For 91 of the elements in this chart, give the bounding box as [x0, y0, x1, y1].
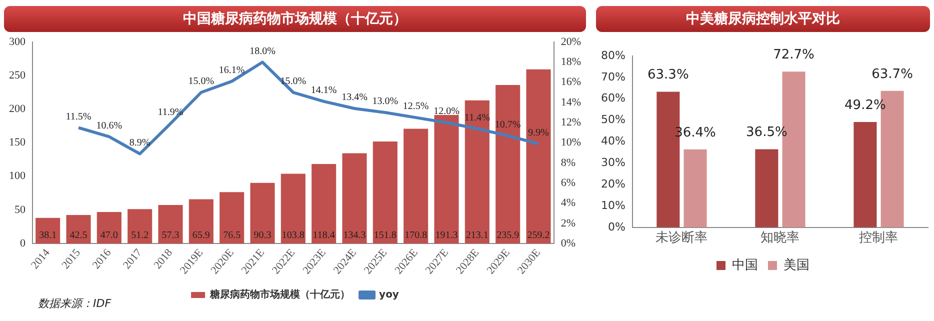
y-tick-label: 50% — [600, 113, 626, 126]
bar — [312, 164, 336, 244]
y-tick-label: 250 — [9, 69, 26, 82]
data-label: 13.4% — [342, 92, 368, 104]
data-label: 51.2 — [131, 230, 149, 242]
chart-title: 中美糖尿病控制水平对比 — [596, 6, 930, 32]
bar — [36, 218, 60, 244]
data-label: 49.2% — [844, 98, 886, 113]
data-label: 47.0 — [100, 230, 118, 242]
bar — [434, 115, 459, 244]
data-label: 42.5 — [70, 230, 88, 242]
y2-tick-label: 18% — [560, 56, 582, 68]
data-label: 10.6% — [96, 120, 122, 132]
y2-tick-label: 8% — [560, 156, 576, 169]
data-label: 13.0% — [372, 96, 398, 108]
x-tick-label: 控制率 — [859, 230, 898, 246]
bar — [372, 142, 398, 244]
bar — [250, 182, 275, 244]
bar — [464, 100, 490, 244]
y-tick-label: 30% — [600, 156, 626, 169]
legend-label: 中国 — [732, 258, 758, 273]
y2-tick-label: 4% — [560, 197, 576, 210]
y-tick-label: 100 — [9, 170, 26, 182]
y-tick-label: 0 — [20, 237, 26, 250]
data-label: 18.0% — [250, 46, 276, 57]
data-label: 76.5 — [223, 230, 241, 242]
legend-label: 糖尿病药物市场规模（十亿元） — [209, 288, 350, 301]
y2-tick-label: 12% — [560, 116, 582, 128]
data-label: 118.4 — [312, 230, 335, 242]
data-label: 191.3 — [435, 230, 458, 242]
bar — [755, 149, 778, 228]
bar — [526, 69, 551, 244]
y2-tick-label: 14% — [560, 96, 582, 108]
y-tick-label: 40% — [600, 134, 626, 148]
y-tick-label: 60% — [600, 92, 626, 105]
y-tick-label: 70% — [600, 70, 626, 84]
bar — [404, 128, 428, 244]
data-label: 63.7% — [872, 66, 913, 82]
data-label: 38.1 — [39, 230, 57, 242]
bar — [158, 205, 183, 244]
data-label: 259.2 — [527, 230, 550, 242]
source-note: 数据来源：IDF — [38, 297, 112, 310]
bar — [66, 214, 91, 244]
data-label: 235.9 — [496, 230, 520, 242]
data-label: 15.0% — [188, 76, 214, 88]
legend-label: 美国 — [784, 256, 810, 273]
data-label: 9.9% — [528, 127, 549, 138]
data-label: 12.5% — [402, 101, 429, 112]
chart-title: 中国糖尿病药物市场规模（十亿元） — [4, 6, 586, 32]
bar — [342, 153, 367, 244]
y2-tick-label: 16% — [560, 76, 582, 88]
bar — [684, 149, 707, 228]
y-tick-label: 10% — [600, 198, 626, 212]
data-label: 90.3 — [254, 230, 272, 242]
y2-tick-label: 0% — [560, 237, 576, 250]
bar — [128, 209, 152, 244]
bar — [220, 192, 244, 244]
data-label: 63.3% — [648, 68, 689, 83]
data-label: 134.3 — [343, 230, 366, 242]
data-label: 151.8 — [374, 230, 396, 242]
data-label: 213.1 — [466, 230, 488, 242]
data-label: 8.9% — [129, 137, 150, 148]
data-label: 12.0% — [434, 106, 460, 118]
y2-tick-label: 6% — [560, 176, 576, 189]
x-tick-label: 知晓率 — [760, 230, 800, 246]
bar — [96, 212, 122, 244]
y-tick-label: 150 — [9, 136, 26, 149]
bar — [854, 122, 877, 228]
bar — [496, 85, 520, 244]
y2-tick-label: 20% — [560, 36, 582, 48]
data-label: 65.9 — [192, 230, 210, 242]
legend-label: yoy — [379, 290, 400, 301]
data-label: 11.5% — [66, 111, 92, 122]
data-label: 170.8 — [404, 230, 428, 242]
y-tick-label: 0% — [608, 220, 626, 234]
data-label: 103.8 — [282, 230, 304, 242]
data-label: 57.3 — [162, 230, 180, 242]
y-tick-label: 20% — [600, 177, 626, 190]
y-tick-label: 200 — [9, 103, 26, 116]
data-label: 14.1% — [310, 85, 337, 96]
bar — [188, 199, 214, 244]
y-tick-label: 80% — [600, 48, 626, 62]
data-label: 72.7% — [773, 48, 814, 63]
x-tick-label: 未诊断率 — [656, 230, 708, 246]
data-label: 16.1% — [218, 64, 245, 76]
y2-tick-label: 10% — [560, 136, 582, 149]
y2-tick-label: 2% — [560, 217, 576, 230]
y-tick-label: 300 — [9, 36, 26, 48]
data-label: 36.5% — [746, 125, 788, 140]
y-tick-label: 50 — [14, 204, 26, 216]
bar — [280, 174, 306, 244]
